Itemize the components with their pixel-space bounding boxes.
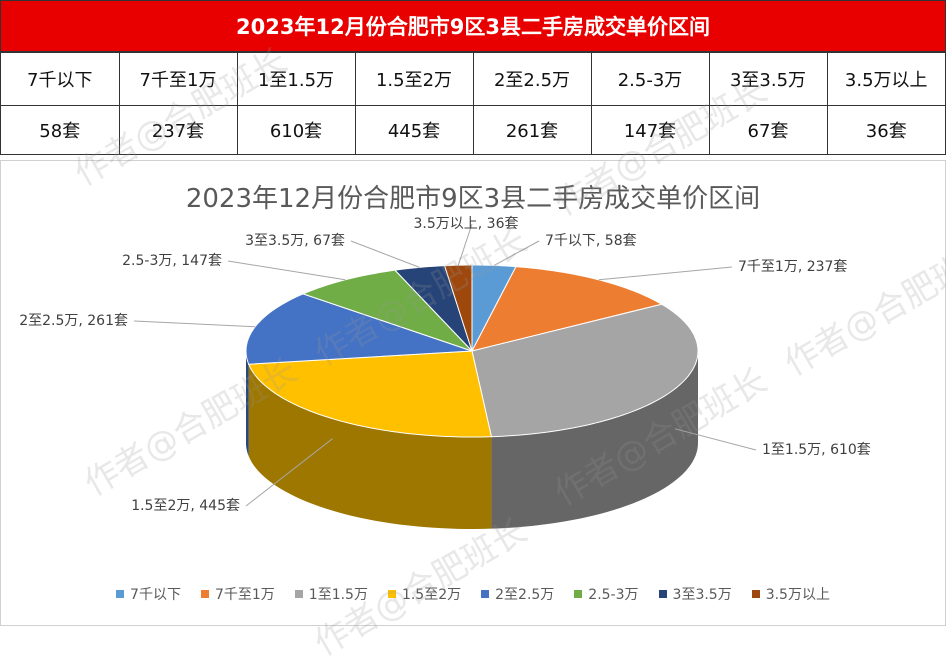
data-label-1: 7千至1万, 237套 xyxy=(738,259,847,275)
count-cell: 58套 xyxy=(1,105,120,154)
count-cell: 261套 xyxy=(472,105,592,154)
summary-table: 2023年12月份合肥市9区3县二手房成交单价区间 7千以下 7千至1万 1至1… xyxy=(0,0,946,155)
legend-label: 1.5至2万 xyxy=(401,587,462,603)
leader-line-4 xyxy=(133,320,256,328)
leader-line-1 xyxy=(598,266,733,281)
pie-chart: 7千以下, 58套 7千至1万, 237套 1至1.5万, 610套 1.5至2万, … xyxy=(19,216,871,529)
leader-line-3 xyxy=(245,438,333,507)
count-cell: 610套 xyxy=(236,105,356,154)
range-cell: 7千以下 xyxy=(1,52,120,106)
legend-item: 7千以下 xyxy=(116,584,181,604)
range-cell: 1至1.5万 xyxy=(236,52,356,106)
data-label-5: 2.5-3万, 147套 xyxy=(122,253,222,269)
legend-label: 7千至1万 xyxy=(214,587,275,603)
leader-line-0 xyxy=(493,240,540,266)
summary-title: 2023年12月份合肥市9区3县二手房成交单价区间 xyxy=(1,1,945,52)
pie-slice-2 xyxy=(471,303,699,438)
pie-side-4 xyxy=(246,351,249,457)
legend-swatch xyxy=(116,590,125,598)
legend-swatch xyxy=(481,590,490,598)
data-label-3: 1.5至2万, 445套 xyxy=(131,498,240,514)
legend-swatch xyxy=(751,590,760,598)
legend-swatch xyxy=(574,590,583,598)
legend-label: 2至2.5万 xyxy=(495,587,555,603)
count-cell: 67套 xyxy=(708,105,828,154)
legend-item: 2.5-3万 xyxy=(574,584,639,604)
range-cell: 3至3.5万 xyxy=(708,52,828,106)
range-cell: 2至2.5万 xyxy=(472,52,592,106)
legend-label: 2.5-3万 xyxy=(588,587,639,603)
range-cell: 1.5至2万 xyxy=(354,52,474,106)
chart-legend: 7千以下 7千至1万 1至1.5万 1.5至2万 2至2.5万 2.5-3万 3至3.5万 3… xyxy=(0,584,946,604)
data-label-4: 2至2.5万, 261套 xyxy=(19,313,128,329)
count-cell: 36套 xyxy=(826,105,945,154)
data-label-2: 1至1.5万, 610套 xyxy=(762,442,871,458)
legend-item: 2至2.5万 xyxy=(481,584,554,604)
legend-swatch xyxy=(658,590,667,598)
data-label-0: 7千以下, 58套 xyxy=(545,233,637,249)
legend-swatch xyxy=(294,590,303,598)
leader-line-7 xyxy=(457,223,473,266)
legend-label: 7千以下 xyxy=(130,587,181,603)
count-cell: 445套 xyxy=(354,105,474,154)
data-label-6: 3至3.5万, 67套 xyxy=(245,233,345,249)
legend-item: 1至1.5万 xyxy=(294,584,368,604)
pie-side-3 xyxy=(248,364,492,529)
legend-item: 1.5至2万 xyxy=(387,584,462,604)
legend-swatch xyxy=(200,590,209,598)
legend-label: 1至1.5万 xyxy=(308,587,368,603)
summary-grid: 7千以下 7千至1万 1至1.5万 1.5至2万 2至2.5万 2.5-3万 3… xyxy=(1,52,945,154)
range-cell: 3.5万以上 xyxy=(826,52,945,106)
legend-label: 3.5万以上 xyxy=(765,587,830,603)
leader-line-5 xyxy=(227,260,346,281)
legend-item: 3至3.5万 xyxy=(658,584,732,604)
pie-slice-3 xyxy=(247,350,493,438)
leader-line-6 xyxy=(350,240,420,268)
legend-item: 3.5万以上 xyxy=(751,584,830,604)
legend-item: 7千至1万 xyxy=(200,584,275,604)
leader-line-2 xyxy=(674,428,757,451)
legend-label: 3至3.5万 xyxy=(672,587,732,603)
data-label-7: 3.5万以上, 36套 xyxy=(414,216,519,232)
legend-swatch xyxy=(387,590,396,598)
chart-title: 2023年12月份合肥市9区3县二手房成交单价区间 xyxy=(185,184,761,214)
pie-side-2 xyxy=(491,351,698,529)
count-cell: 237套 xyxy=(118,105,238,154)
